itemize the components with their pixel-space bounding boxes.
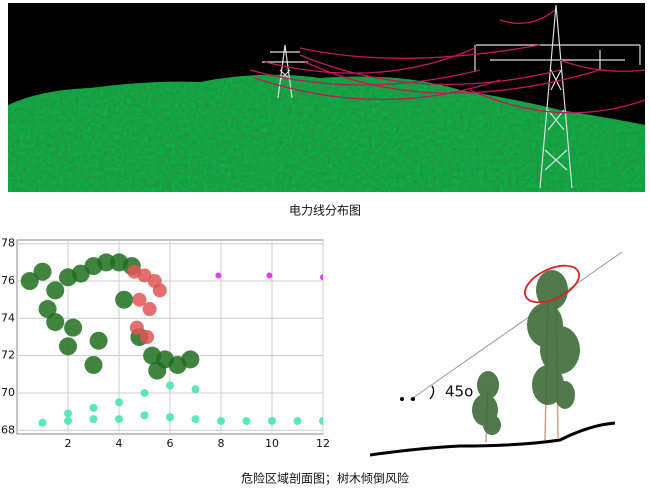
power-line-image [8, 3, 646, 192]
point [46, 281, 65, 300]
point [46, 313, 65, 332]
point [20, 272, 39, 291]
x-tick-label: 4 [116, 437, 123, 450]
point [166, 413, 174, 422]
point [129, 320, 144, 335]
point [148, 361, 167, 380]
point [137, 268, 152, 283]
point [33, 262, 52, 281]
x-tick-label: 10 [265, 437, 279, 450]
point [242, 416, 251, 425]
point [293, 416, 302, 425]
point [320, 274, 323, 281]
top-caption: 电力线分布图 [289, 204, 361, 218]
point [215, 272, 222, 279]
point [115, 415, 123, 424]
x-tick-label: 2 [65, 437, 72, 450]
y-tick-label: 70 [1, 386, 15, 399]
point [64, 318, 83, 337]
point [115, 398, 123, 407]
risk-diagram: 45o [369, 251, 623, 457]
y-tick-label: 68 [1, 423, 15, 436]
point [142, 302, 157, 317]
point [140, 388, 149, 397]
point [181, 350, 200, 369]
point [319, 416, 323, 425]
point-cloud [20, 253, 323, 427]
point [191, 385, 200, 394]
point [115, 290, 134, 309]
point [59, 337, 77, 356]
point [64, 409, 72, 418]
x-tick-label: 12 [316, 437, 330, 450]
y-tick-label: 74 [1, 311, 15, 324]
x-tick-label: 6 [167, 437, 174, 450]
bottom-caption: 危险区域剖面图；树木倾倒风险 [241, 471, 409, 486]
point [38, 418, 47, 427]
point [132, 292, 147, 307]
angle-label: 45o [445, 383, 473, 401]
point [89, 331, 108, 350]
point [84, 355, 103, 374]
point [217, 416, 225, 425]
y-tick-label: 76 [1, 274, 15, 287]
x-tick-label: 8 [218, 437, 225, 450]
point [89, 415, 98, 424]
point [166, 381, 174, 390]
point [268, 416, 276, 425]
point [266, 272, 273, 279]
point [38, 300, 57, 319]
point [152, 283, 167, 298]
point [97, 253, 116, 272]
y-tick-label: 72 [1, 349, 15, 362]
point [140, 330, 155, 344]
point [64, 416, 72, 425]
point [140, 411, 149, 420]
point [89, 403, 98, 412]
y-tick-label: 78 [1, 237, 15, 250]
point [191, 415, 200, 424]
